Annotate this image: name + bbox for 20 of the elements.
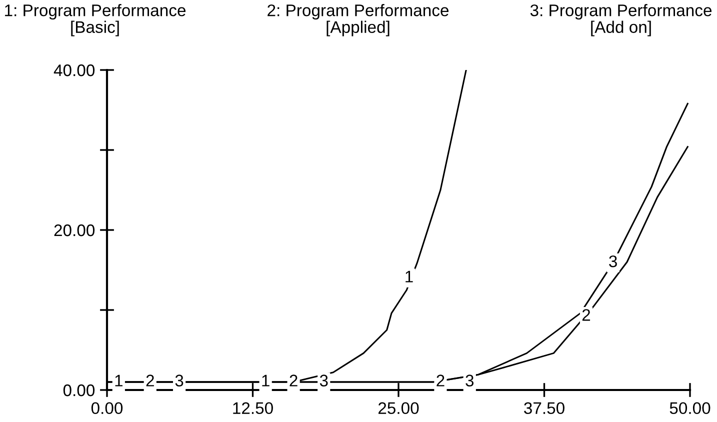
- annotation: 2: [146, 374, 154, 386]
- x-tick-label: 37.50: [524, 402, 564, 414]
- text: 1: Program Performance [Basic]: [5, 4, 186, 36]
- annotation: 1: [262, 374, 270, 386]
- x-tick-label: 25.00: [378, 402, 419, 414]
- annotation: 2: [436, 374, 444, 386]
- annotation: 1: [406, 270, 413, 282]
- y-tick-label: 40.00: [54, 64, 95, 76]
- annotation: 2: [582, 309, 590, 321]
- x-tick-label: 50.00: [670, 402, 710, 414]
- text: 3: Program Performance [Add on]: [530, 4, 712, 36]
- annotation: 3: [175, 374, 184, 386]
- annotation: 3: [320, 374, 328, 386]
- x-tick-label: 0.00: [91, 402, 123, 414]
- y-tick-label: 0.00: [63, 384, 95, 396]
- annotation: 1: [115, 374, 122, 386]
- x-tick-label: 12.50: [233, 402, 273, 414]
- y-tick-label: 20.00: [54, 224, 95, 236]
- text: 2: Program Performance [Applied]: [268, 4, 449, 36]
- annotation: 3: [466, 374, 474, 386]
